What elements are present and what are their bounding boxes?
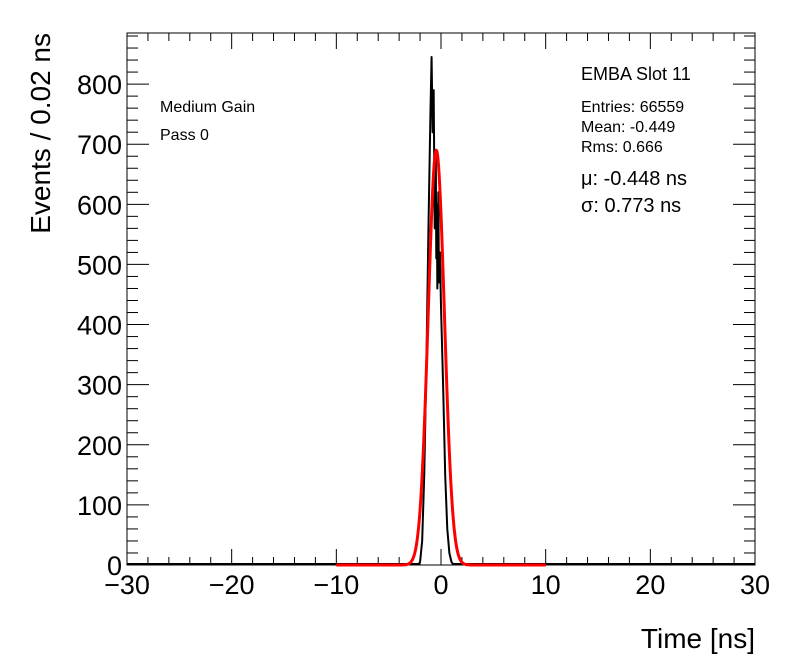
x-tick-label: −20: [209, 570, 255, 600]
y-tick-label: 600: [77, 190, 122, 220]
x-tick-label: 30: [740, 570, 770, 600]
gaussian-fit-line: [335, 148, 547, 567]
y-tick-label: 300: [77, 371, 122, 401]
y-tick-label: 800: [77, 70, 122, 100]
y-tick-label: 400: [77, 311, 122, 341]
x-tick-label: 0: [433, 570, 448, 600]
x-tick-label: −30: [104, 570, 150, 600]
x-axis-label: Time [ns]: [641, 623, 755, 654]
y-axis-label: Events / 0.02 ns: [25, 33, 56, 234]
y-tick-label: 500: [77, 250, 122, 280]
entries-stat: Entries: 66559: [581, 99, 685, 116]
y-tick-label: 100: [77, 491, 122, 521]
fit-sigma-label: σ: 0.773 ns: [581, 195, 682, 217]
x-tick-label: 20: [635, 570, 665, 600]
y-tick-label: 0: [107, 551, 122, 581]
data-series: [127, 56, 755, 567]
x-tick-label: 10: [531, 570, 561, 600]
x-tick-label: −10: [313, 570, 359, 600]
y-tick-label: 200: [77, 431, 122, 461]
rms-stat: Rms: 0.666: [581, 139, 663, 156]
pass-label: Pass 0: [160, 127, 209, 144]
mean-stat: Mean: -0.449: [581, 119, 676, 136]
axis-tick-labels: −30 −20 −10 0 10 20 30010020030040050060070080…: [77, 70, 770, 600]
slot-label: EMBA Slot 11: [581, 64, 691, 84]
axis-ticks: [126, 33, 756, 566]
fit-mu-label: μ: -0.448 ns: [581, 168, 688, 190]
histogram-line: [417, 56, 455, 566]
gain-label: Medium Gain: [160, 99, 256, 116]
y-tick-label: 700: [77, 130, 122, 160]
